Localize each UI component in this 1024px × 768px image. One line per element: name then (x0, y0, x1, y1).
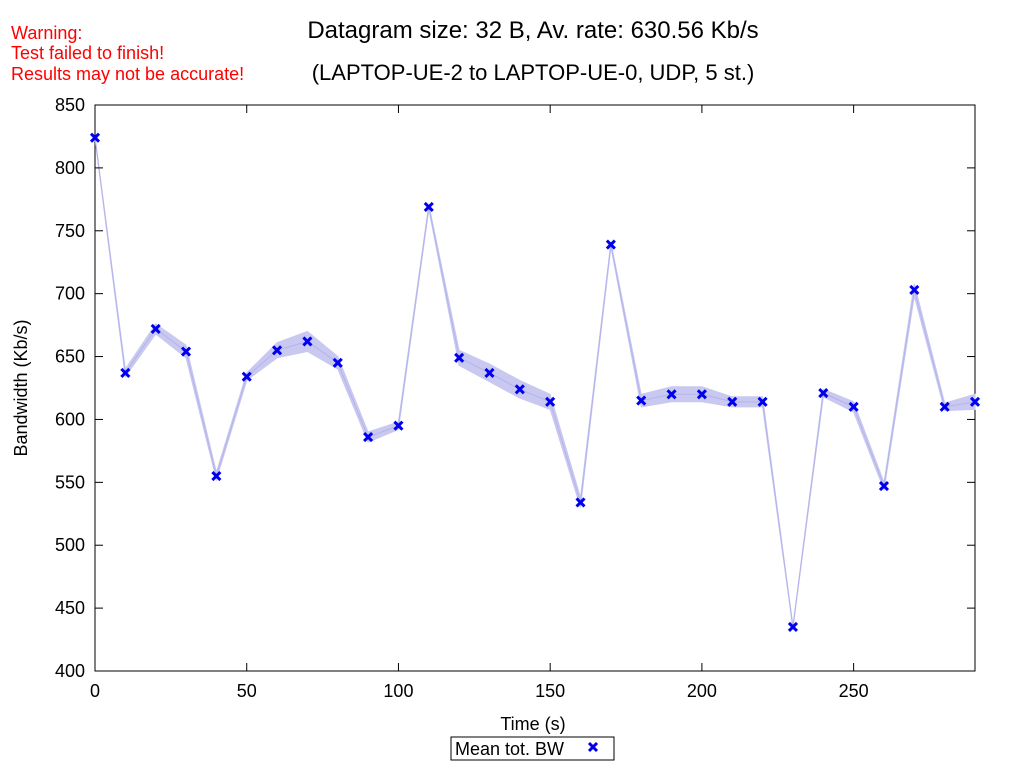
series-0-point-14 (514, 384, 525, 395)
y-tick-label-9: 850 (55, 95, 85, 115)
chart-title: Datagram size: 32 B, Av. rate: 630.56 Kb… (307, 17, 758, 44)
series-0-point-0 (89, 132, 101, 143)
series-0-point-17 (605, 239, 616, 250)
y-tick-label-5: 650 (55, 347, 85, 367)
x-tick-label-1: 50 (237, 681, 257, 701)
series-0-point-25 (848, 401, 859, 412)
series-0-point-15 (545, 396, 556, 407)
series-0-point-16 (575, 497, 586, 508)
series-0-point-28 (939, 401, 950, 412)
plot-area (94, 104, 976, 672)
legend-label: Mean tot. BW (455, 739, 564, 759)
x-tick-label-5: 250 (839, 681, 869, 701)
series-line (94, 137, 976, 628)
series-0-point-7 (302, 336, 313, 347)
series-0-band-area (94, 136, 976, 629)
x-tick-label-0: 0 (90, 681, 100, 701)
series-0-point-1 (120, 367, 131, 378)
series-0-point-3 (180, 346, 192, 357)
series-0-point-2 (150, 323, 161, 334)
warning-line-2: Test failed to finish! (11, 43, 164, 63)
y-tick-label-4: 600 (55, 409, 85, 429)
chart-subtitle: (LAPTOP-UE-2 to LAPTOP-UE-0, UDP, 5 st.) (312, 60, 755, 85)
series-0-point-23 (787, 621, 798, 633)
x-tick-label-3: 150 (535, 681, 565, 701)
x-tick-label-2: 100 (383, 681, 413, 701)
y-tick-label-8: 800 (55, 158, 85, 178)
y-tick-label-1: 450 (55, 598, 85, 618)
series-0-point-13 (484, 367, 495, 378)
series-0-point-12 (454, 352, 465, 363)
legend: Mean tot. BW (450, 736, 615, 761)
series-0-point-29 (969, 396, 981, 407)
axis-ticks: 400 450 500 550 600 650 700 750 800 850 0 50 100 150 2… (55, 95, 975, 701)
warning-line-3: Results may not be accurate! (11, 64, 244, 84)
series-0-point-4 (211, 470, 222, 482)
series-points (89, 132, 981, 633)
series-0-line (94, 137, 976, 628)
legend-marker-icon (587, 741, 599, 753)
series-0-point-9 (363, 431, 374, 443)
series-0-point-19 (666, 389, 677, 400)
y-tick-label-2: 500 (55, 535, 85, 555)
series-0-point-10 (393, 420, 404, 431)
series-0-point-22 (757, 396, 768, 407)
series-0-point-20 (696, 389, 707, 400)
series-band (94, 136, 976, 629)
series-0-point-24 (818, 387, 829, 399)
series-0-point-26 (878, 481, 890, 492)
x-tick-label-4: 200 (687, 681, 717, 701)
series-0-point-8 (332, 357, 343, 368)
series-0-point-21 (727, 396, 738, 407)
series-0-point-5 (241, 371, 252, 382)
warning-line-1: Warning: (11, 23, 82, 43)
y-axis-label: Bandwidth (Kb/s) (11, 319, 31, 456)
x-axis-label: Time (s) (500, 714, 565, 734)
y-tick-label-0: 400 (55, 661, 85, 681)
series-0-point-11 (423, 201, 434, 212)
y-tick-label-3: 550 (55, 472, 85, 492)
y-tick-label-7: 750 (55, 221, 85, 241)
legend-box (450, 736, 615, 761)
series-0-point-18 (636, 395, 647, 406)
y-tick-label-6: 700 (55, 284, 85, 304)
series-0-point-27 (909, 284, 920, 295)
series-0-point-6 (272, 345, 283, 356)
